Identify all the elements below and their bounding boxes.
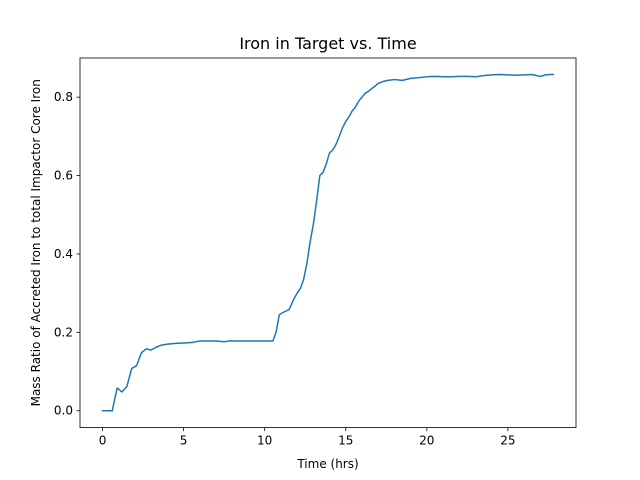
plot-area: 0 5 10 15 20 25 0.0 0.2 0.4 0.6 0.8 [54, 57, 577, 448]
x-tick-label: 5 [180, 434, 188, 448]
y-axis-ticks: 0.0 0.2 0.4 0.6 0.8 [54, 90, 80, 418]
x-tick-label: 10 [257, 434, 272, 448]
y-tick-label: 0.2 [54, 325, 73, 339]
y-tick-label: 0.4 [54, 247, 73, 261]
y-axis-label: Mass Ratio of Accreted Iron to total Imp… [29, 79, 43, 406]
y-tick-label: 0.8 [54, 90, 73, 104]
y-tick-label: 0.6 [54, 169, 73, 183]
chart-title: Iron in Target vs. Time [239, 34, 416, 53]
x-tick-label: 25 [500, 434, 515, 448]
series-line [101, 73, 555, 412]
x-axis-label: Time (hrs) [296, 457, 358, 471]
x-tick-label: 20 [419, 434, 434, 448]
x-axis-ticks: 0 5 10 15 20 25 [99, 427, 516, 448]
axes-frame [79, 57, 577, 429]
x-tick-label: 0 [99, 434, 107, 448]
x-tick-label: 15 [338, 434, 353, 448]
y-tick-label: 0.0 [54, 404, 73, 418]
